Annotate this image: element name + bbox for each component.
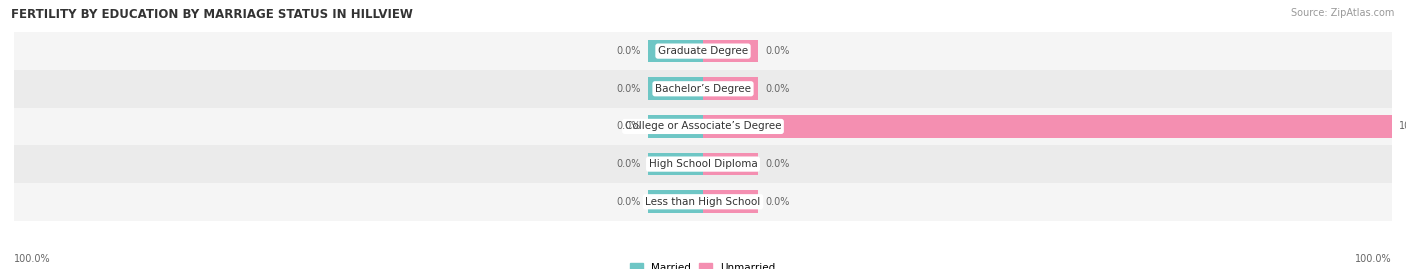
Text: 0.0%: 0.0% [617,159,641,169]
Text: 0.0%: 0.0% [617,121,641,132]
Text: 100.0%: 100.0% [14,254,51,264]
Text: High School Diploma: High School Diploma [648,159,758,169]
Bar [648,153,703,175]
Bar [648,40,703,62]
Text: 0.0%: 0.0% [617,46,641,56]
Text: Bachelor’s Degree: Bachelor’s Degree [655,84,751,94]
Bar [14,108,1392,145]
Bar [703,77,758,100]
Text: Less than High School: Less than High School [645,197,761,207]
Text: 0.0%: 0.0% [765,159,789,169]
Bar [703,153,758,175]
Text: 0.0%: 0.0% [617,84,641,94]
Bar [648,190,703,213]
Text: Source: ZipAtlas.com: Source: ZipAtlas.com [1291,8,1395,18]
Text: FERTILITY BY EDUCATION BY MARRIAGE STATUS IN HILLVIEW: FERTILITY BY EDUCATION BY MARRIAGE STATU… [11,8,413,21]
Text: 100.0%: 100.0% [1399,121,1406,132]
Bar [648,115,703,138]
Text: 0.0%: 0.0% [765,46,789,56]
Bar [14,183,1392,221]
Text: Graduate Degree: Graduate Degree [658,46,748,56]
Bar [14,32,1392,70]
Text: 0.0%: 0.0% [765,197,789,207]
Text: College or Associate’s Degree: College or Associate’s Degree [624,121,782,132]
Bar [14,145,1392,183]
Legend: Married, Unmarried: Married, Unmarried [627,259,779,269]
Text: 100.0%: 100.0% [1355,254,1392,264]
Text: 0.0%: 0.0% [617,197,641,207]
Text: 0.0%: 0.0% [765,84,789,94]
Bar [703,40,758,62]
Bar [648,77,703,100]
Bar [703,190,758,213]
Bar [14,70,1392,108]
Bar [703,115,1392,138]
